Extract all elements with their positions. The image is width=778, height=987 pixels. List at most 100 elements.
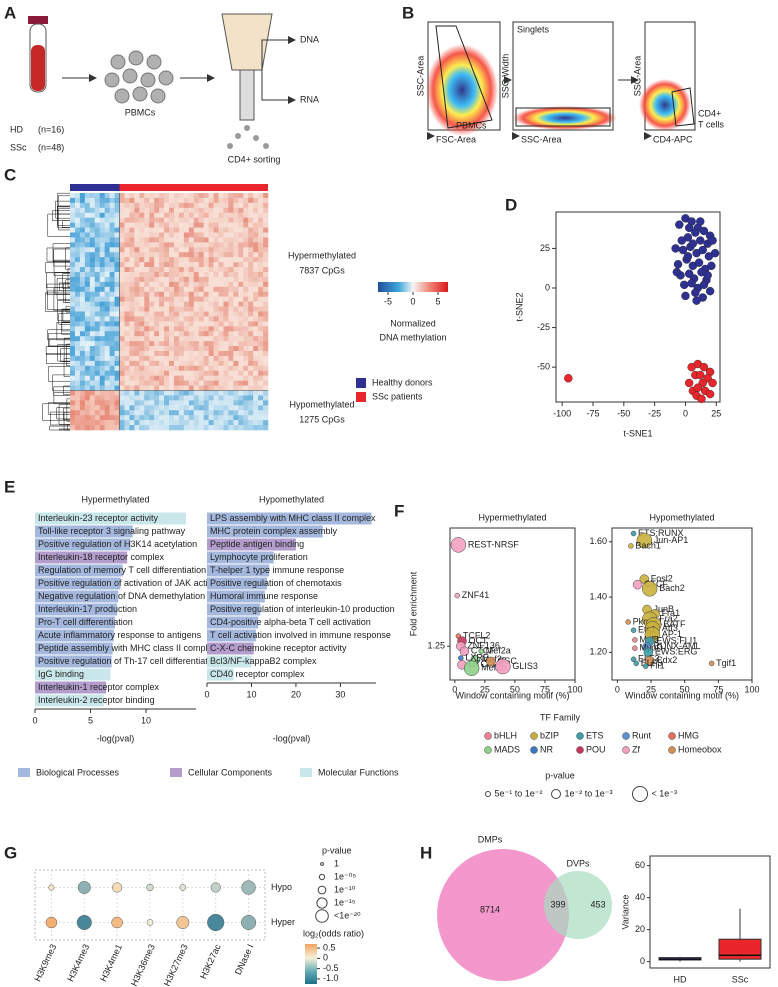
heatmap-cell xyxy=(169,227,175,233)
heatmap-cell xyxy=(203,415,209,421)
heatmap-cell xyxy=(99,415,105,421)
heatmap-cell xyxy=(119,222,125,228)
heatmap-cell xyxy=(258,355,264,362)
heatmap-cell xyxy=(233,281,239,288)
heatmap-cell xyxy=(213,212,219,218)
heatmap-cell xyxy=(243,365,249,372)
heatmap-cell xyxy=(198,321,204,327)
heatmap-cell xyxy=(238,346,244,352)
flow-density xyxy=(426,44,498,136)
heatmap-cell xyxy=(114,395,120,401)
bubble xyxy=(630,656,637,663)
heatmap-cell xyxy=(134,267,140,273)
heatmap-cell xyxy=(223,227,229,233)
heatmap-cell xyxy=(169,281,175,288)
set-count: 8714 xyxy=(480,904,500,914)
heatmap-cell xyxy=(79,326,86,332)
heatmap-cell xyxy=(233,193,239,199)
heatmap-cell xyxy=(79,217,86,223)
heatmap-cell xyxy=(208,193,214,199)
point-label: Fli1 xyxy=(650,661,665,671)
heatmap-cell xyxy=(188,400,195,406)
group-name: SSc xyxy=(10,142,27,152)
heatmap-cell xyxy=(253,420,259,426)
droplets xyxy=(227,125,269,149)
heatmap-cell xyxy=(134,276,140,283)
heatmap-cell xyxy=(243,390,249,396)
heatmap-cell xyxy=(228,232,234,238)
heatmap-cell xyxy=(70,341,76,347)
heatmap-cell xyxy=(203,375,209,381)
heatmap-cell xyxy=(70,385,76,391)
heatmap-cell xyxy=(129,316,135,322)
heatmap-cell xyxy=(208,197,214,204)
heatmap-cell xyxy=(243,197,249,204)
point-label: TCFL2 xyxy=(463,630,491,640)
bar-label: Positive regulation of H3K14 acetylation xyxy=(38,539,197,549)
heatmap-cell xyxy=(243,262,249,268)
heatmap-cell xyxy=(159,222,165,228)
heatmap-cell xyxy=(169,202,175,209)
heatmap-cell xyxy=(79,212,86,218)
legend-title: p-value xyxy=(545,770,575,780)
heatmap-cell xyxy=(178,351,185,357)
point xyxy=(683,233,693,242)
heatmap-cell xyxy=(248,316,254,322)
heatmap-cell xyxy=(218,257,224,263)
dot xyxy=(176,916,190,929)
heatmap-cell xyxy=(99,301,105,307)
cell xyxy=(122,68,138,84)
heatmap-cell xyxy=(203,237,209,243)
x-tick-label: 0 xyxy=(204,689,209,699)
heatmap-cell xyxy=(164,267,170,273)
heatmap-cell xyxy=(70,410,76,416)
heatmap-cell xyxy=(223,321,229,327)
heatmap-cell xyxy=(119,351,125,357)
bar xyxy=(35,577,121,590)
heatmap-cell xyxy=(104,222,110,228)
heatmap-cell xyxy=(183,272,190,278)
heatmap-cell xyxy=(253,272,259,278)
dendrogram-branch xyxy=(65,305,70,313)
heatmap-cell xyxy=(154,336,160,342)
y-tick-label: 1.20 xyxy=(589,647,607,657)
heatmap-cell xyxy=(258,405,264,411)
heatmap-cell xyxy=(124,197,130,204)
heatmap-cell xyxy=(193,370,199,376)
heatmap-cell xyxy=(119,410,125,416)
heatmap-cell xyxy=(94,291,100,297)
heatmap-cell xyxy=(129,395,135,401)
heatmap-cell xyxy=(89,262,96,268)
heatmap-cell xyxy=(104,286,110,293)
set-count: 399 xyxy=(550,899,565,909)
heatmap-cell xyxy=(173,242,180,248)
x-tick-label: 25 xyxy=(646,684,656,694)
heatmap-cell xyxy=(109,341,115,347)
heatmap-cell xyxy=(208,227,214,233)
heatmap-cell xyxy=(74,202,81,209)
heatmap-cell xyxy=(213,291,219,297)
heatmap-cell xyxy=(188,291,195,297)
heatmap-cell xyxy=(233,336,239,342)
heatmap-cell xyxy=(109,291,115,297)
y-tick-label: 40 xyxy=(635,892,645,902)
heatmap-cell xyxy=(263,281,269,288)
heatmap-cell xyxy=(159,301,165,307)
heatmap-cell xyxy=(248,365,254,372)
heatmap-cell xyxy=(248,321,254,327)
heatmap-cell xyxy=(263,390,269,396)
heatmap-cell xyxy=(129,286,135,293)
heatmap-cell xyxy=(193,242,199,248)
bubble xyxy=(463,660,480,676)
heatmap-cell xyxy=(213,193,219,199)
heatmap-cell xyxy=(124,237,130,243)
bar xyxy=(35,525,133,538)
heatmap-cell xyxy=(119,227,125,233)
heatmap-cell xyxy=(70,262,76,268)
heatmap-cell xyxy=(104,257,110,263)
heatmap-cell xyxy=(159,296,165,302)
heatmap-cell xyxy=(134,252,140,258)
heatmap-cell xyxy=(208,306,214,312)
heatmap-cell xyxy=(144,365,150,372)
heatmap-cell xyxy=(248,281,254,288)
